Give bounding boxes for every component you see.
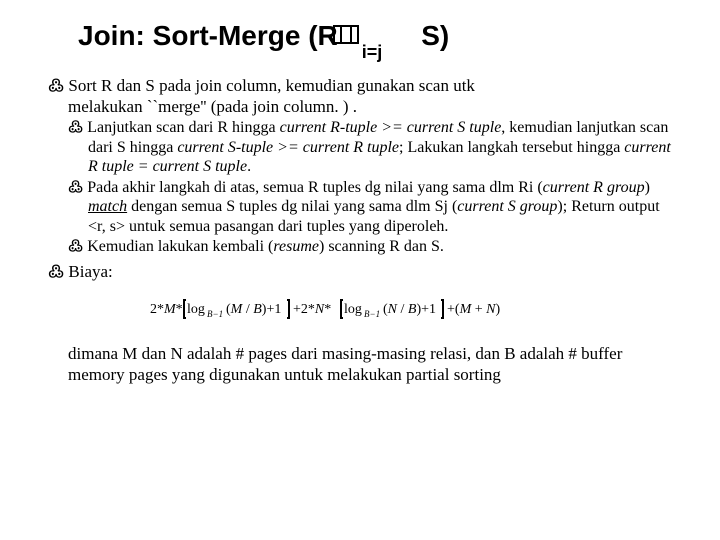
bullet-icon: ߷ — [48, 76, 64, 95]
p2: Biaya: — [68, 262, 112, 281]
s2t2: ) — [645, 179, 650, 196]
svg-text:(N / B)+1: (N / B)+1 — [383, 302, 436, 317]
bullet-icon: ߷ — [68, 238, 83, 255]
formula-svg: 2*M* log B−1 (M / B)+1 +2*N* log B−1 (N … — [150, 296, 570, 322]
title-spacer — [382, 20, 421, 51]
footer-explanation: dimana M dan N adalah # pages dari masin… — [48, 343, 672, 386]
s1i2: current S-tuple >= current R tuple — [177, 139, 399, 156]
s1i1: current R-tuple >= current S tuple — [280, 119, 502, 136]
s2t1: Pada akhir langkah di atas, semua R tupl… — [87, 179, 542, 196]
s1t3: ; Lakukan langkah tersebut hingga — [399, 139, 624, 156]
sub-bullet-match: ߷ Pada akhir langkah di atas, semua R tu… — [48, 178, 672, 237]
bullet-icon: ߷ — [48, 262, 64, 281]
svg-text:(M / B)+1: (M / B)+1 — [226, 302, 281, 317]
footer-text: dimana M dan N adalah # pages dari masin… — [68, 344, 622, 384]
bullet-cost: ߷ Biaya: — [48, 261, 672, 282]
svg-text:B−1: B−1 — [207, 309, 223, 319]
s1t4: . — [247, 158, 251, 175]
s3i1: resume — [273, 238, 319, 255]
s2t3: dengan semua S tuples dg nilai yang sama… — [127, 198, 457, 215]
s3t2: ) scanning R dan S. — [319, 238, 444, 255]
sub-bullet-resume: ߷ Kemudian lakukan kembali (resume) scan… — [48, 237, 672, 257]
title-post: S) — [421, 20, 449, 51]
s3t1: Kemudian lakukan kembali ( — [87, 238, 273, 255]
svg-text:B−1: B−1 — [364, 309, 380, 319]
svg-text:+2*N*: +2*N* — [293, 302, 331, 317]
bullet-sort-merge: ߷ Sort R dan S pada join column, kemudia… — [48, 75, 672, 96]
svg-text:log: log — [344, 302, 362, 317]
svg-text:2*M*: 2*M* — [150, 302, 183, 317]
s2i2: current S group — [457, 198, 557, 215]
s2u1: match — [88, 198, 127, 215]
p1-cont: melakukan ``merge'' (pada join column. )… — [48, 96, 672, 117]
s1t1: Lanjutkan scan dari R hingga — [87, 119, 279, 136]
p1-line2: melakukan ``merge'' (pada join column. )… — [68, 97, 357, 116]
sub-bullet-advance: ߷ Lanjutkan scan dari R hingga current R… — [48, 118, 672, 177]
bullet-icon: ߷ — [68, 179, 83, 196]
p1-line1: Sort R dan S pada join column, kemudian … — [68, 76, 475, 95]
svg-text:log: log — [187, 302, 205, 317]
s2i1: current R group — [543, 179, 645, 196]
bullet-icon: ߷ — [68, 119, 83, 136]
svg-text:+(M + N): +(M + N) — [447, 302, 500, 317]
join-symbol — [332, 22, 360, 54]
title-subscript: i=j — [362, 42, 383, 62]
title-pre: Join: Sort-Merge (R — [78, 20, 338, 51]
slide-title: Join: Sort-Merge (Ri=j S) — [78, 20, 672, 57]
cost-formula: 2*M* log B−1 (M / B)+1 +2*N* log B−1 (N … — [48, 296, 672, 327]
